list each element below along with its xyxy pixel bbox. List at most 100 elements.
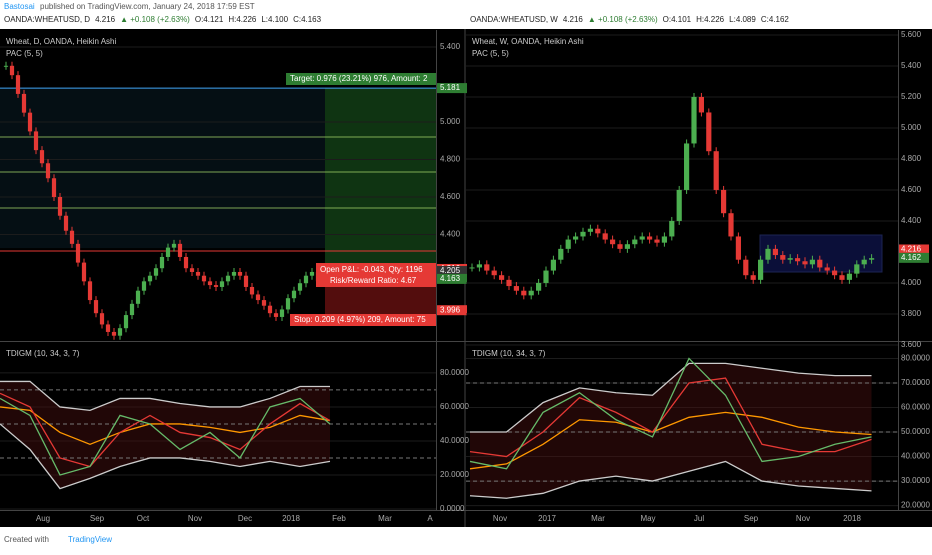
time-tick-label: Aug bbox=[36, 514, 50, 523]
price-tick-label: 5.400 bbox=[440, 42, 461, 51]
candle bbox=[647, 236, 653, 240]
candle bbox=[39, 150, 45, 164]
time-tick-label: A bbox=[427, 514, 433, 523]
candle bbox=[602, 233, 608, 240]
osc-line bbox=[469, 357, 872, 470]
candle bbox=[15, 75, 21, 94]
candle bbox=[177, 243, 183, 257]
candle bbox=[528, 290, 534, 296]
price-label: 4.216 bbox=[901, 245, 922, 254]
price-label-box bbox=[437, 305, 467, 316]
candle bbox=[93, 300, 99, 314]
candle bbox=[832, 270, 838, 276]
candle bbox=[765, 248, 771, 260]
candle bbox=[105, 324, 111, 332]
osc-tick-label: 0.0000 bbox=[440, 504, 465, 513]
candle bbox=[303, 275, 309, 284]
time-tick-label: Feb bbox=[332, 514, 346, 523]
osc-tick-label: 30.0000 bbox=[901, 476, 930, 485]
osc-band-fill bbox=[0, 381, 330, 489]
published: published on TradingView.com, January 24… bbox=[40, 2, 255, 11]
candle bbox=[846, 273, 852, 280]
candle bbox=[713, 151, 719, 190]
candle bbox=[279, 309, 285, 317]
price-tick-label: 3.800 bbox=[901, 309, 922, 318]
candle bbox=[669, 220, 675, 237]
candle bbox=[33, 131, 39, 151]
candle bbox=[617, 244, 623, 249]
candle bbox=[854, 264, 860, 274]
candle bbox=[75, 243, 81, 263]
candle bbox=[861, 259, 867, 265]
candle bbox=[721, 189, 727, 214]
osc-line bbox=[0, 392, 331, 468]
osc-tick-label: 50.0000 bbox=[901, 427, 930, 436]
candle bbox=[706, 112, 712, 152]
stop-label: Stop: 0.209 (4.97%) 209, Amount: 75 bbox=[294, 315, 426, 324]
osc-line bbox=[470, 362, 872, 433]
indicator-title: PAC (5, 5) bbox=[472, 49, 509, 58]
candle bbox=[543, 270, 549, 283]
candle bbox=[291, 290, 297, 299]
ohlc: C:4.163 bbox=[293, 15, 322, 24]
osc-tick-label: 40.0000 bbox=[901, 452, 930, 461]
candle bbox=[261, 300, 267, 306]
ohlc: H:4.226 bbox=[696, 15, 725, 24]
candle bbox=[839, 275, 845, 280]
osc-title: TDIGM (10, 34, 3, 7) bbox=[6, 349, 80, 358]
time-tick-label: Nov bbox=[188, 514, 202, 523]
stop-box bbox=[290, 314, 436, 326]
price-tick-label: 4.600 bbox=[901, 185, 922, 194]
osc-line bbox=[469, 460, 872, 499]
candle bbox=[506, 279, 512, 287]
time-tick-label: Jul bbox=[694, 514, 704, 523]
price-tick-label: 4.600 bbox=[440, 192, 461, 201]
ohlc: O:4.121 bbox=[195, 15, 224, 24]
osc-tick-label: 20.0000 bbox=[901, 501, 930, 510]
chart-title: Wheat, W, OANDA, Heikin Ashi bbox=[472, 37, 584, 46]
candle bbox=[513, 286, 519, 291]
candle bbox=[147, 275, 153, 282]
candle bbox=[117, 328, 123, 336]
last-price: 4.216 bbox=[95, 15, 116, 24]
candle bbox=[550, 259, 556, 271]
price-tick-label: 4.800 bbox=[440, 155, 461, 164]
candle bbox=[676, 189, 682, 221]
price-tick-label: 4.400 bbox=[901, 216, 922, 225]
price-tick-label: 4.400 bbox=[440, 230, 461, 239]
candle bbox=[297, 283, 303, 291]
osc-tick-label: 80.0000 bbox=[901, 354, 930, 363]
osc-line bbox=[0, 397, 331, 476]
time-tick-label: Oct bbox=[137, 514, 150, 523]
osc-title: TDIGM (10, 34, 3, 7) bbox=[472, 349, 546, 358]
candle bbox=[171, 243, 177, 248]
candle bbox=[213, 285, 219, 287]
change: ▲ +0.108 (+2.63%) bbox=[588, 15, 658, 24]
time-tick-label: 2018 bbox=[282, 514, 300, 523]
candle bbox=[728, 213, 734, 237]
ohlc: H:4.226 bbox=[228, 15, 257, 24]
candle bbox=[219, 281, 225, 287]
price-tick-label: 5.200 bbox=[901, 92, 922, 101]
osc-tick-label: 60.0000 bbox=[440, 402, 469, 411]
candle bbox=[476, 264, 482, 268]
candle bbox=[809, 259, 815, 265]
footer-brand[interactable]: TradingView bbox=[68, 535, 112, 544]
publisher[interactable]: Bastosai bbox=[4, 2, 35, 11]
candle bbox=[189, 268, 195, 272]
candle bbox=[87, 281, 93, 301]
price-label: 4.162 bbox=[901, 253, 922, 262]
candle bbox=[129, 303, 135, 316]
osc-tick-label: 60.0000 bbox=[901, 403, 930, 412]
candle bbox=[195, 271, 201, 276]
target-box bbox=[286, 73, 436, 85]
candle bbox=[758, 259, 764, 280]
candle bbox=[21, 93, 27, 113]
time-tick-label: Sep bbox=[744, 514, 759, 523]
candle bbox=[772, 248, 778, 256]
chart-title: Wheat, D, OANDA, Heikin Ashi bbox=[6, 37, 116, 46]
candle bbox=[484, 264, 490, 271]
candle bbox=[787, 258, 793, 260]
time-tick-label: 2017 bbox=[538, 514, 556, 523]
candle bbox=[81, 262, 87, 282]
